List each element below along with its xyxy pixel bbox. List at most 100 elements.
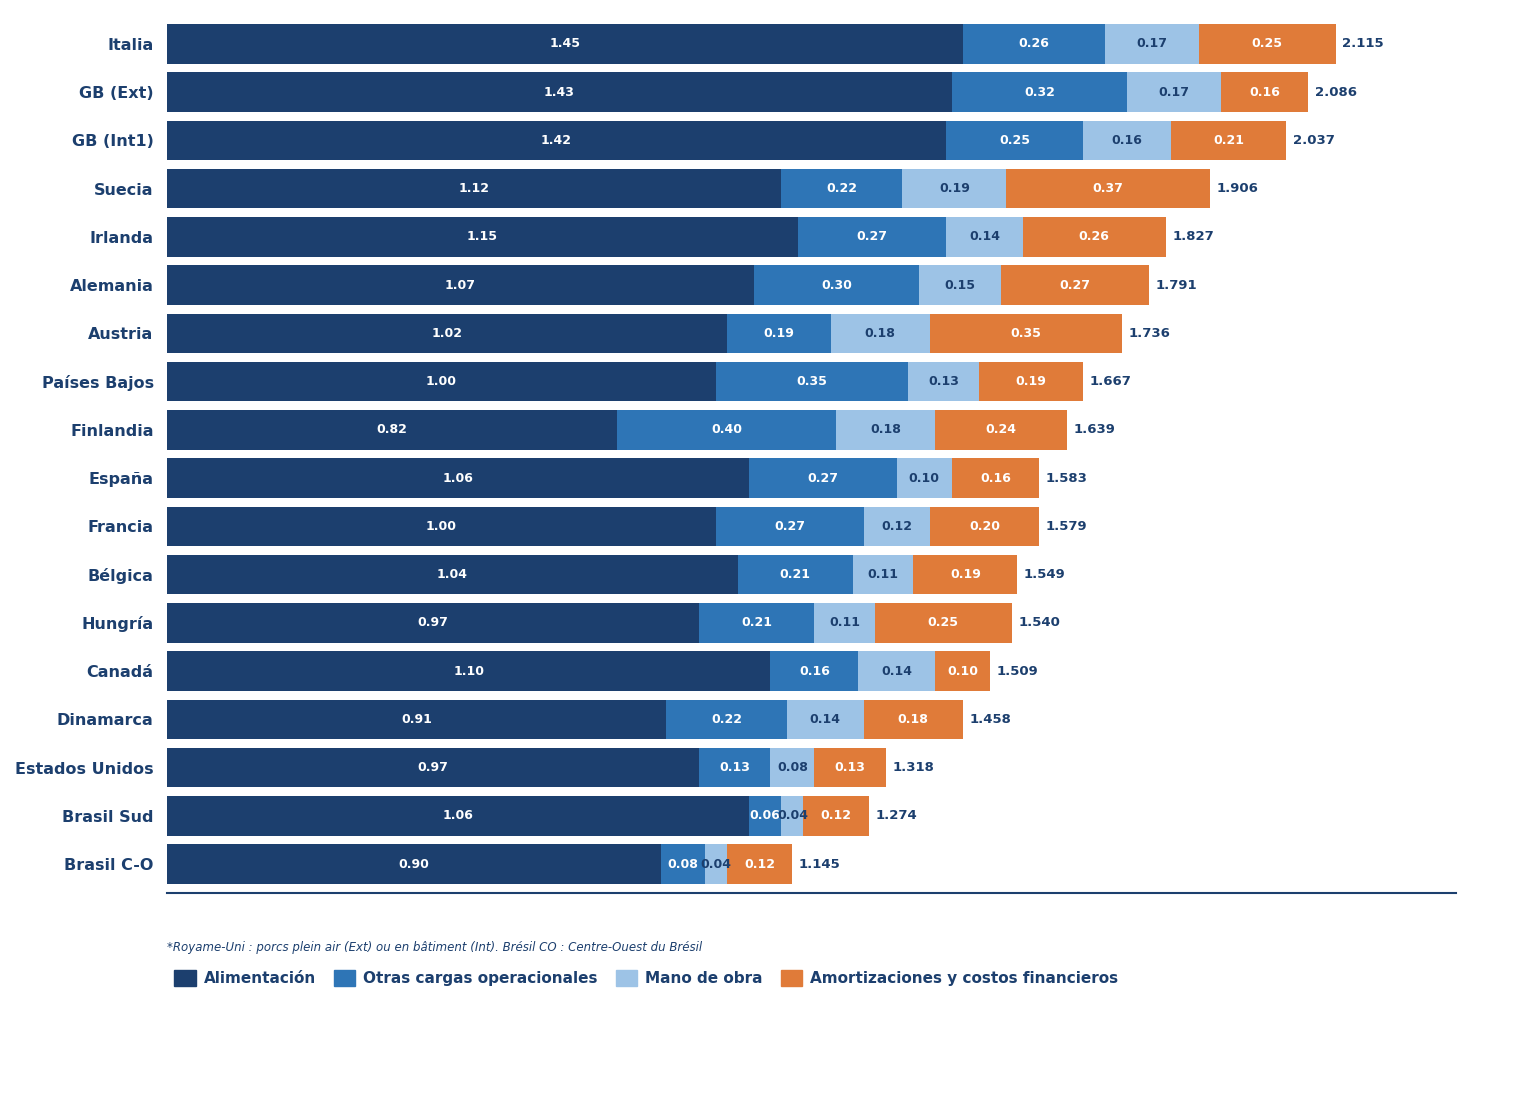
Bar xyxy=(167,458,748,498)
Bar xyxy=(913,555,1018,594)
Bar xyxy=(1022,217,1165,256)
Bar xyxy=(781,169,903,208)
Bar xyxy=(737,555,853,594)
Text: 0.13: 0.13 xyxy=(719,761,751,774)
Text: 1.04: 1.04 xyxy=(437,568,467,581)
Text: 0.97: 0.97 xyxy=(417,616,449,629)
Text: 0.17: 0.17 xyxy=(1159,85,1189,99)
Bar xyxy=(167,555,737,594)
Text: 0.10: 0.10 xyxy=(909,471,939,484)
Text: 0.35: 0.35 xyxy=(1010,327,1041,340)
Bar xyxy=(716,506,863,546)
Legend: Alimentación, Otras cargas operacionales, Mano de obra, Amortizaciones y costos : Alimentación, Otras cargas operacionales… xyxy=(174,970,1118,986)
Bar xyxy=(617,410,836,449)
Bar xyxy=(859,651,934,690)
Text: 0.97: 0.97 xyxy=(417,761,449,774)
Bar xyxy=(167,747,699,787)
Bar xyxy=(754,265,919,305)
Text: 0.24: 0.24 xyxy=(986,423,1016,436)
Bar xyxy=(951,72,1127,112)
Bar xyxy=(1221,72,1308,112)
Text: 1.43: 1.43 xyxy=(543,85,575,99)
Bar xyxy=(947,121,1083,160)
Bar xyxy=(951,458,1039,498)
Bar xyxy=(907,362,978,401)
Text: 0.21: 0.21 xyxy=(780,568,810,581)
Bar xyxy=(978,362,1083,401)
Bar xyxy=(831,313,930,353)
Bar xyxy=(863,506,930,546)
Text: 0.27: 0.27 xyxy=(857,230,887,243)
Text: 0.91: 0.91 xyxy=(400,712,432,726)
Bar xyxy=(716,362,907,401)
Bar xyxy=(727,313,831,353)
Bar xyxy=(167,651,771,690)
Text: 0.12: 0.12 xyxy=(743,857,775,870)
Bar xyxy=(167,24,963,64)
Bar xyxy=(748,458,897,498)
Text: 1.583: 1.583 xyxy=(1047,471,1088,484)
Bar xyxy=(863,699,963,739)
Bar xyxy=(167,362,716,401)
Text: 0.19: 0.19 xyxy=(939,182,969,195)
Text: 1.667: 1.667 xyxy=(1089,375,1132,388)
Bar xyxy=(963,24,1106,64)
Text: 1.540: 1.540 xyxy=(1018,616,1060,629)
Bar xyxy=(804,796,869,835)
Text: 1.458: 1.458 xyxy=(969,712,1010,726)
Bar xyxy=(903,169,1006,208)
Bar xyxy=(1127,72,1221,112)
Text: 2.086: 2.086 xyxy=(1315,85,1356,99)
Text: 1.509: 1.509 xyxy=(997,664,1038,677)
Bar xyxy=(781,796,804,835)
Text: 0.21: 0.21 xyxy=(1214,134,1244,147)
Text: 1.06: 1.06 xyxy=(443,809,473,822)
Bar xyxy=(934,410,1066,449)
Bar xyxy=(167,313,727,353)
Text: 0.12: 0.12 xyxy=(821,809,853,822)
Bar xyxy=(934,651,991,690)
Bar xyxy=(1171,121,1286,160)
Text: 0.16: 0.16 xyxy=(1112,134,1142,147)
Text: 1.549: 1.549 xyxy=(1024,568,1066,581)
Bar xyxy=(771,747,815,787)
Bar xyxy=(661,844,704,883)
Text: 0.90: 0.90 xyxy=(399,857,429,870)
Bar xyxy=(167,699,666,739)
Text: 0.06: 0.06 xyxy=(749,809,780,822)
Text: 0.25: 0.25 xyxy=(928,616,959,629)
Bar xyxy=(167,603,699,642)
Text: 1.42: 1.42 xyxy=(542,134,572,147)
Text: 0.04: 0.04 xyxy=(777,809,809,822)
Bar xyxy=(787,699,863,739)
Bar xyxy=(748,796,781,835)
Text: 0.82: 0.82 xyxy=(376,423,407,436)
Text: 1.274: 1.274 xyxy=(875,809,918,822)
Bar xyxy=(875,603,1012,642)
Text: 0.18: 0.18 xyxy=(898,712,928,726)
Text: 0.11: 0.11 xyxy=(830,616,860,629)
Bar xyxy=(930,506,1039,546)
Bar xyxy=(704,844,727,883)
Text: 0.35: 0.35 xyxy=(796,375,827,388)
Text: 0.19: 0.19 xyxy=(1016,375,1047,388)
Text: 0.32: 0.32 xyxy=(1024,85,1054,99)
Text: 0.14: 0.14 xyxy=(969,230,1000,243)
Text: 0.08: 0.08 xyxy=(667,857,698,870)
Text: 0.40: 0.40 xyxy=(711,423,742,436)
Text: 1.736: 1.736 xyxy=(1129,327,1170,340)
Text: 0.13: 0.13 xyxy=(928,375,959,388)
Bar xyxy=(167,169,781,208)
Text: 0.08: 0.08 xyxy=(777,761,809,774)
Text: 0.20: 0.20 xyxy=(969,520,1000,533)
Text: 0.26: 0.26 xyxy=(1018,37,1050,50)
Text: 0.26: 0.26 xyxy=(1079,230,1110,243)
Text: 0.14: 0.14 xyxy=(810,712,840,726)
Bar xyxy=(167,72,951,112)
Bar xyxy=(1106,24,1198,64)
Bar xyxy=(897,458,951,498)
Bar xyxy=(167,506,716,546)
Text: 0.22: 0.22 xyxy=(711,712,742,726)
Text: 0.19: 0.19 xyxy=(763,327,795,340)
Text: 0.18: 0.18 xyxy=(871,423,901,436)
